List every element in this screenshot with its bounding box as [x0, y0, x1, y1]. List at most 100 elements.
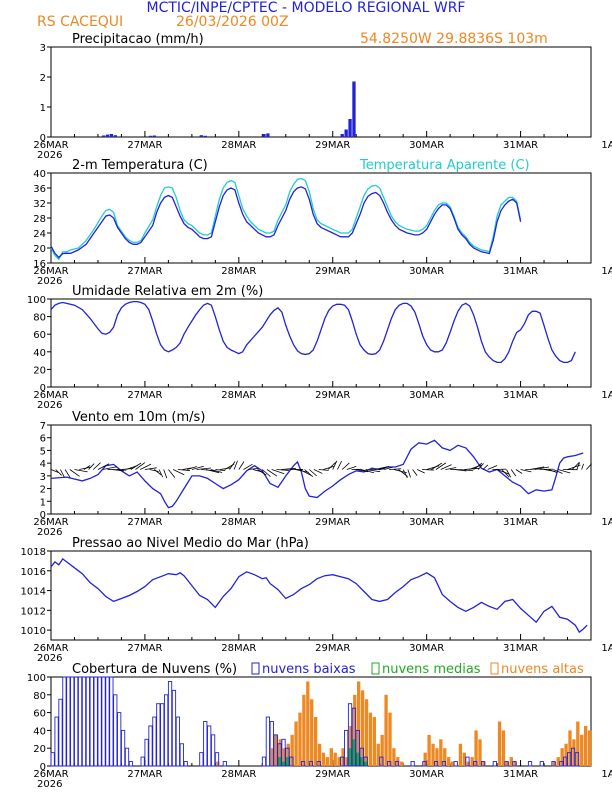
clouds-title: Cobertura de Nuvens (%) [72, 662, 237, 677]
rh-xtick-label: 28MAR [221, 390, 256, 401]
rh-frame [50, 298, 592, 388]
precip-bar [348, 119, 352, 137]
precip-year-label: 2026 [37, 150, 62, 161]
wind-arrow [496, 469, 510, 475]
press-year-label: 2026 [37, 653, 62, 664]
wind-arrow [130, 462, 142, 470]
clouds-ytick-label: 60 [33, 709, 46, 720]
clouds-bar [282, 761, 286, 766]
clouds-bar [329, 748, 333, 766]
clouds-bar [570, 747, 576, 767]
press-xtick-label: 26MAR [33, 643, 68, 654]
rh-xtick-label: 1APR [601, 390, 612, 401]
header-run: 26/03/2026 00Z [176, 14, 289, 30]
wind-arrow [417, 469, 425, 474]
clouds-bar [70, 676, 75, 767]
clouds-bar [441, 761, 447, 767]
wind-arrow [135, 462, 146, 470]
wind-xtick-label: 30MAR [409, 517, 444, 528]
press-series-line [50, 557, 588, 634]
clouds-bar [210, 734, 216, 767]
clouds-bar [270, 748, 275, 766]
temp-xtick-label: 30MAR [409, 266, 444, 277]
wind-arrow [266, 469, 278, 477]
precip-bar [203, 135, 207, 137]
clouds-bar [363, 756, 368, 767]
clouds-ytick-label: 40 [33, 726, 46, 737]
precip-frame [50, 46, 592, 138]
wind-arrow [379, 465, 390, 470]
wind-arrow [154, 469, 162, 476]
clouds-bar [81, 676, 87, 767]
clouds-bar [337, 757, 341, 766]
clouds-bar [512, 761, 517, 767]
wind-arrow [172, 469, 185, 476]
press-ytick-label: 1016 [21, 567, 46, 578]
wind-ytick-label: 4 [40, 459, 46, 470]
wind-arrow [341, 462, 350, 470]
clouds-bar [400, 761, 404, 766]
clouds-bar [379, 756, 384, 767]
temp-frame [50, 172, 592, 264]
cloud-legend-box [251, 662, 260, 675]
clouds-bar [152, 716, 157, 767]
temp-ytick-label: 24 [33, 229, 46, 240]
clouds-bar [527, 761, 533, 767]
clouds-bar [286, 757, 290, 766]
clouds-bar [325, 757, 330, 766]
temp-xtick-label: 31MAR [503, 266, 538, 277]
clouds-bar [285, 747, 290, 767]
clouds-ytick-label: 0 [40, 762, 46, 773]
wind-arrow [548, 469, 557, 473]
wind-arrow [60, 469, 65, 478]
clouds-bar [492, 761, 497, 767]
temp-year-label: 2026 [37, 276, 62, 287]
wind-arrow [435, 462, 447, 470]
wind-xtick-label: 27MAR [127, 517, 162, 528]
precip-ytick-label: 0 [40, 133, 46, 144]
clouds-bar [54, 716, 59, 767]
clouds-bar [427, 734, 431, 766]
wind-arrow [421, 469, 434, 471]
clouds-bar [183, 761, 188, 767]
clouds-bar [278, 757, 282, 766]
wind-arrow [276, 469, 290, 471]
header-location: 54.8250W 29.8836S 103m [360, 31, 548, 47]
clouds-ytick-label: 80 [33, 691, 46, 702]
clouds-bar [501, 730, 506, 766]
clouds-bar [144, 738, 149, 767]
precip-bar [148, 135, 153, 137]
wind-arrow [88, 463, 95, 470]
wind-year-label: 2026 [37, 527, 62, 538]
rh-xtick-label: 31MAR [503, 390, 538, 401]
press-frame [50, 550, 592, 641]
wind-arrow [83, 465, 91, 470]
clouds-bar [576, 721, 580, 766]
press-xtick-label: 31MAR [503, 643, 538, 654]
wind-arrow [215, 469, 226, 471]
precip-bar [199, 135, 204, 137]
wind-arrow [233, 460, 238, 470]
clouds-bar [380, 734, 384, 766]
clouds-bar [269, 721, 274, 767]
clouds-xtick-label: 27MAR [127, 769, 162, 780]
clouds-ytick-label: 100 [27, 673, 46, 684]
clouds-xtick-label: 29MAR [315, 769, 350, 780]
wind-arrow [402, 469, 408, 479]
clouds-bar [113, 694, 118, 767]
clouds-bar [410, 761, 415, 767]
wind-arrow [191, 465, 204, 470]
wind-arrow [299, 469, 312, 476]
wind-arrow [219, 467, 231, 470]
clouds-bar [447, 757, 451, 766]
rh-ytick-label: 0 [40, 383, 46, 394]
clouds-bar [175, 716, 180, 767]
wind-arrow [163, 469, 168, 479]
clouds-bar [372, 717, 376, 766]
panel-press: 1010 1012 1014 1016 1018 26MAR 27MAR 28MAR 29MAR… [21, 536, 612, 664]
clouds-bar [439, 739, 443, 766]
wind-ytick-label: 0 [40, 510, 46, 521]
clouds-xtick-label: 31MAR [503, 769, 538, 780]
